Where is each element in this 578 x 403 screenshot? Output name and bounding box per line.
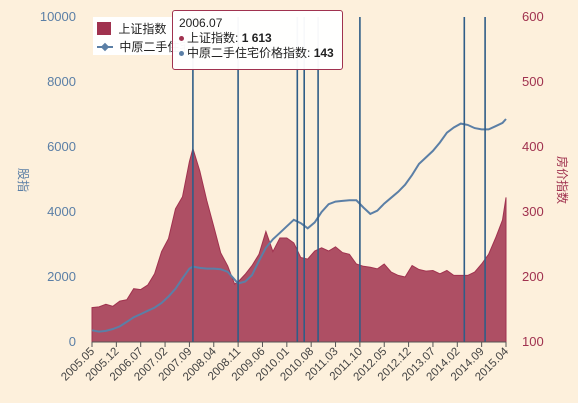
y-left-axis-title: 股指 [16,168,31,192]
y-right-tick-label: 500 [522,74,544,89]
y-left-tick-label: 6000 [47,139,76,154]
legend-label-housing-index: 中原二手住宅价格指数 [119,40,185,54]
tooltip-row-housing: 中原二手住宅价格指数: 143 [179,46,336,61]
y-left-tick-label: 8000 [47,74,76,89]
legend-line-swatch [97,40,113,53]
y-right-tick-label: 400 [522,139,544,154]
legend-area-swatch [97,22,111,35]
y-right-tick-label: 300 [522,204,544,219]
tooltip-label-housing: 中原二手住宅价格指数: [187,46,311,60]
tooltip-row-shanghai: 上证指数: 1 613 [179,31,336,46]
y-right-tick-label: 200 [522,269,544,284]
tooltip: 2006.07 上证指数: 1 613 中原二手住宅价格指数: 143 [172,10,343,70]
y-right-tick-label: 100 [522,334,544,349]
tooltip-dot-shanghai [179,36,184,42]
y-left-tick-label: 0 [69,334,76,349]
y-left-tick-label: 2000 [47,269,76,284]
tooltip-label-shanghai: 上证指数: [187,31,239,45]
y-left-tick-label: 4000 [47,204,76,219]
tooltip-date: 2006.07 [179,16,223,30]
legend-item-housing-index[interactable]: 中原二手住宅价格指数 [97,38,185,55]
y-right-axis-title: 房价指数 [555,156,570,204]
tooltip-value-housing: 143 [313,46,334,60]
legend[interactable]: 上证指数 中原二手住宅价格指数 [93,17,185,55]
legend-label-shanghai-index: 上证指数 [118,22,167,36]
y-right-tick-label: 600 [522,9,544,24]
y-left-tick-label: 10000 [40,9,76,24]
tooltip-value-shanghai: 1 613 [241,31,272,45]
legend-item-shanghai-index[interactable]: 上证指数 [97,20,166,37]
tooltip-dot-housing [179,51,184,57]
shanghai-index-area [91,146,507,343]
